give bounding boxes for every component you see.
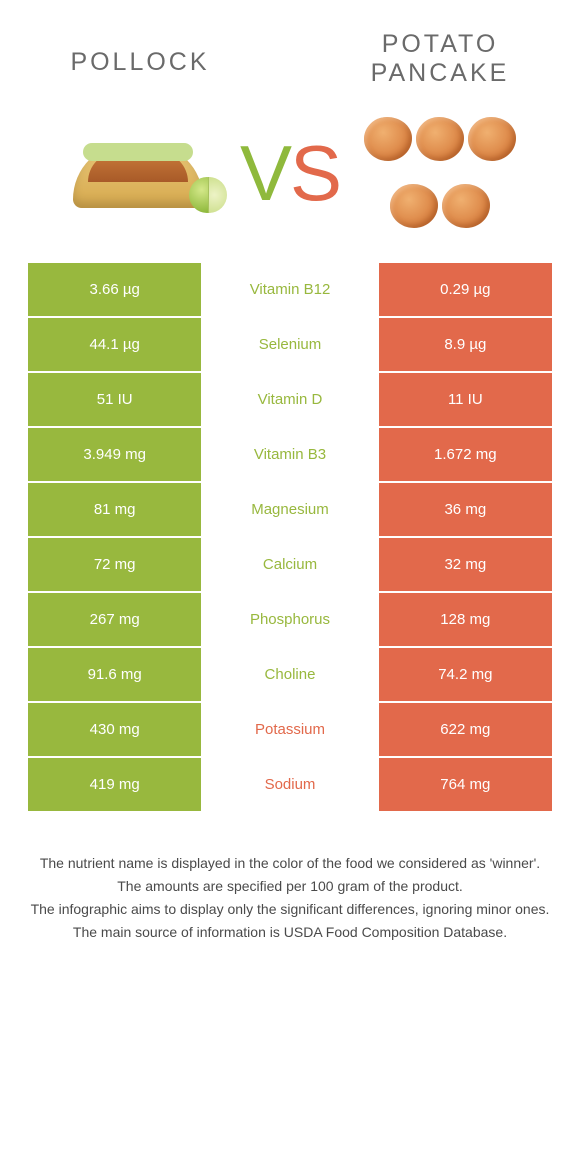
right-value: 0.29 µg (377, 263, 552, 318)
right-value: 128 mg (377, 593, 552, 648)
vs-s: S (290, 129, 340, 217)
pancake-icon (468, 117, 516, 161)
nutrient-name: Magnesium (203, 483, 376, 538)
nutrient-name: Vitamin B12 (203, 263, 376, 318)
header-left: Pollock (40, 30, 240, 77)
right-value: 622 mg (377, 703, 552, 758)
left-food-image (60, 108, 220, 238)
pancake-icon (416, 117, 464, 161)
right-food-title-line1: Potato (340, 30, 540, 59)
lime-icon (189, 177, 225, 213)
taco-icon (65, 138, 215, 208)
nutrient-name: Vitamin D (203, 373, 376, 428)
left-value: 81 mg (28, 483, 203, 538)
header: Pollock Potato pancake (0, 0, 580, 98)
right-value: 1.672 mg (377, 428, 552, 483)
table-row: 3.66 µgVitamin B120.29 µg (28, 263, 552, 318)
footnote-line: The infographic aims to display only the… (30, 899, 550, 920)
nutrient-table: 3.66 µgVitamin B120.29 µg44.1 µgSelenium… (28, 263, 552, 813)
nutrient-name: Calcium (203, 538, 376, 593)
nutrient-name: Choline (203, 648, 376, 703)
pancake-icon (442, 184, 490, 228)
table-row: 267 mgPhosphorus128 mg (28, 593, 552, 648)
nutrient-name: Sodium (203, 758, 376, 813)
left-value: 267 mg (28, 593, 203, 648)
left-food-title: Pollock (40, 48, 240, 77)
right-food-title-line2: pancake (340, 59, 540, 88)
table-row: 3.949 mgVitamin B31.672 mg (28, 428, 552, 483)
right-food-image (360, 108, 520, 238)
vs-v: V (240, 129, 290, 217)
right-value: 764 mg (377, 758, 552, 813)
pancake-icon (364, 117, 412, 161)
table-row: 44.1 µgSelenium8.9 µg (28, 318, 552, 373)
header-right: Potato pancake (340, 30, 540, 88)
left-value: 44.1 µg (28, 318, 203, 373)
table-row: 419 mgSodium764 mg (28, 758, 552, 813)
pancake-icon (390, 184, 438, 228)
right-value: 74.2 mg (377, 648, 552, 703)
left-value: 91.6 mg (28, 648, 203, 703)
right-value: 36 mg (377, 483, 552, 538)
left-value: 3.66 µg (28, 263, 203, 318)
table-row: 430 mgPotassium622 mg (28, 703, 552, 758)
table-row: 72 mgCalcium32 mg (28, 538, 552, 593)
table-row: 51 IUVitamin D11 IU (28, 373, 552, 428)
right-value: 11 IU (377, 373, 552, 428)
right-value: 32 mg (377, 538, 552, 593)
nutrient-name: Phosphorus (203, 593, 376, 648)
nutrient-name: Vitamin B3 (203, 428, 376, 483)
vs-row: VS (0, 98, 580, 263)
left-value: 3.949 mg (28, 428, 203, 483)
left-value: 430 mg (28, 703, 203, 758)
footnote-line: The main source of information is USDA F… (30, 922, 550, 943)
footnotes: The nutrient name is displayed in the co… (0, 813, 580, 965)
nutrient-name: Selenium (203, 318, 376, 373)
left-value: 419 mg (28, 758, 203, 813)
left-value: 72 mg (28, 538, 203, 593)
footnote-line: The amounts are specified per 100 gram o… (30, 876, 550, 897)
footnote-line: The nutrient name is displayed in the co… (30, 853, 550, 874)
table-row: 81 mgMagnesium36 mg (28, 483, 552, 538)
right-value: 8.9 µg (377, 318, 552, 373)
table-row: 91.6 mgCholine74.2 mg (28, 648, 552, 703)
vs-label: VS (240, 134, 340, 212)
left-value: 51 IU (28, 373, 203, 428)
nutrient-name: Potassium (203, 703, 376, 758)
